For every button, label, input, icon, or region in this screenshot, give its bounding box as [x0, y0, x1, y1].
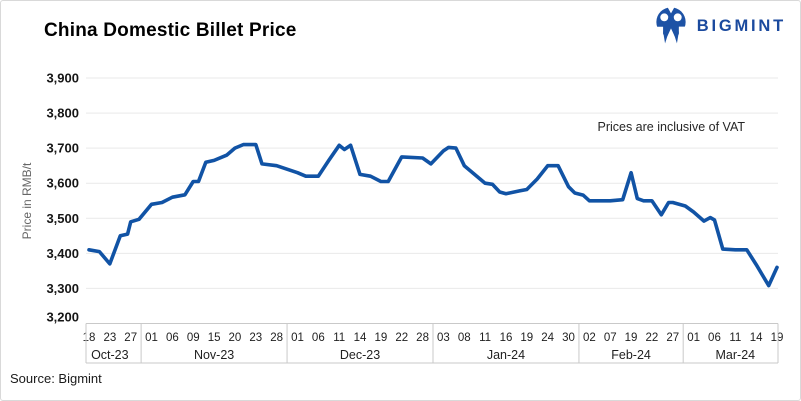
- x-tick-label: 08: [458, 332, 471, 344]
- brand-logo: BIGMINT: [652, 5, 786, 47]
- x-tick-label: 19: [625, 332, 638, 344]
- x-tick-label: 20: [229, 332, 242, 344]
- x-tick-label: 11: [333, 332, 345, 344]
- page-title: China Domestic Billet Price: [44, 20, 297, 41]
- y-tick-label: 3,300: [46, 281, 79, 296]
- month-label: Feb-24: [611, 348, 651, 362]
- x-tick-label: 06: [312, 332, 325, 344]
- x-tick-label: 01: [291, 332, 304, 344]
- x-tick-label: 27: [666, 332, 679, 344]
- y-tick-label: 3,500: [46, 211, 79, 226]
- x-tick-label: 11: [479, 332, 491, 344]
- x-tick-label: 23: [249, 332, 262, 344]
- x-tick-label: 27: [124, 332, 137, 344]
- y-tick-label: 3,400: [46, 246, 79, 261]
- y-tick-label: 3,700: [46, 141, 79, 156]
- price-line: [87, 142, 779, 288]
- month-label: Oct-23: [91, 348, 129, 362]
- x-tick-label: 16: [500, 332, 513, 344]
- x-tick-label: 14: [354, 332, 367, 344]
- x-tick-label: 11: [729, 332, 741, 344]
- x-tick-label: 18: [83, 332, 96, 344]
- x-tick-label: 09: [187, 332, 200, 344]
- y-tick-label: 3,800: [46, 106, 79, 121]
- x-tick-label: 06: [166, 332, 179, 344]
- x-tick-label: 03: [437, 332, 450, 344]
- x-tick-label: 22: [646, 332, 659, 344]
- x-tick-label: 19: [771, 332, 784, 344]
- x-tick-label: 28: [416, 332, 429, 344]
- x-tick-label: 01: [687, 332, 700, 344]
- x-tick-label: 28: [270, 332, 283, 344]
- x-tick-label: 23: [103, 332, 116, 344]
- month-label: Jan-24: [487, 348, 525, 362]
- month-label: Mar-24: [716, 348, 756, 362]
- y-tick-label: 3,600: [46, 176, 79, 191]
- x-tick-label: 02: [583, 332, 596, 344]
- month-label: Dec-23: [340, 348, 380, 362]
- y-tick-label: 3,900: [46, 71, 79, 86]
- x-tick-label: 14: [750, 332, 763, 344]
- bigmint-logo-icon: [654, 6, 688, 44]
- x-tick-label: 19: [374, 332, 387, 344]
- x-tick-label: 19: [520, 332, 533, 344]
- x-tick-label: 22: [395, 332, 408, 344]
- x-tick-label: 06: [708, 332, 721, 344]
- month-label: Nov-23: [194, 348, 234, 362]
- vat-annotation: Prices are inclusive of VAT: [597, 120, 745, 134]
- x-tick-label: 15: [208, 332, 221, 344]
- source-note: Source: Bigmint: [10, 371, 102, 386]
- y-tick-label: 3,200: [46, 310, 79, 325]
- brand-logo-text: BIGMINT: [696, 16, 786, 35]
- x-tick-label: 07: [604, 332, 617, 344]
- x-tick-label: 24: [541, 332, 554, 344]
- x-tick-label: 01: [145, 332, 158, 344]
- x-tick-label: 30: [562, 332, 575, 344]
